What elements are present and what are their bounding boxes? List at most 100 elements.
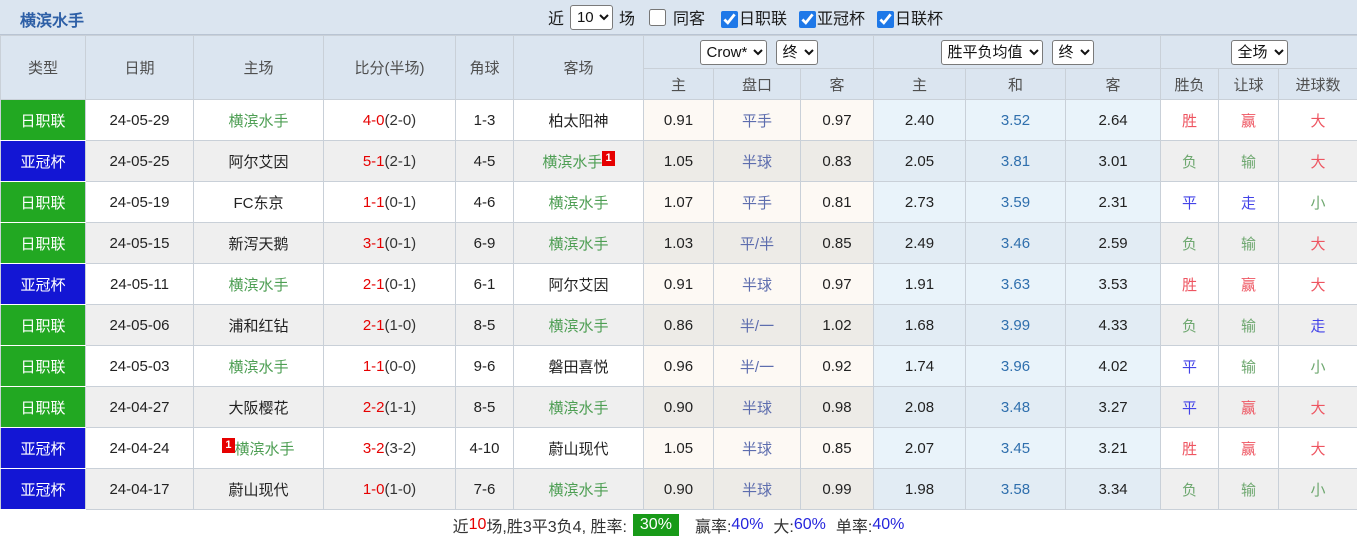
team-name[interactable]: 横滨水手 bbox=[235, 441, 295, 458]
halftime-score: (0-0) bbox=[385, 358, 417, 375]
handicap-result-cell: 赢 bbox=[1219, 387, 1279, 428]
team-name[interactable]: 磐田喜悦 bbox=[548, 359, 608, 376]
league-filter-checkbox[interactable] bbox=[877, 11, 894, 28]
odds-away-cell: 0.98 bbox=[801, 387, 874, 428]
goals-result-cell: 小 bbox=[1279, 469, 1357, 510]
home-team-cell: 大阪樱花 bbox=[194, 387, 324, 428]
score-cell: 2-2(1-1) bbox=[324, 387, 456, 428]
fulltime-score: 2-1 bbox=[363, 317, 385, 334]
avg-draw-cell: 3.99 bbox=[966, 305, 1066, 346]
odds-away-cell: 0.92 bbox=[801, 346, 874, 387]
odds-handicap-cell: 半球 bbox=[714, 428, 801, 469]
result-cell: 胜 bbox=[1161, 428, 1219, 469]
team-name[interactable]: 横滨水手 bbox=[228, 113, 288, 130]
result-group-header: 全场 bbox=[1161, 36, 1357, 69]
odds-time-select[interactable]: 终 bbox=[776, 40, 818, 65]
team-name[interactable]: 阿尔艾因 bbox=[548, 277, 608, 294]
league-type-cell: 日职联 bbox=[1, 223, 86, 264]
recent-count-select[interactable]: 10 bbox=[570, 5, 613, 30]
odds-handicap-cell: 平手 bbox=[714, 100, 801, 141]
page-title: 横滨水手 bbox=[20, 7, 84, 31]
date-cell: 24-05-11 bbox=[86, 264, 194, 305]
home-team-cell: 浦和红钻 bbox=[194, 305, 324, 346]
team-name[interactable]: 横滨水手 bbox=[542, 154, 602, 171]
team-name[interactable]: 横滨水手 bbox=[228, 359, 288, 376]
team-name[interactable]: 大阪樱花 bbox=[228, 400, 288, 417]
away-team-cell: 横滨水手 bbox=[514, 305, 644, 346]
away-team-cell: 横滨水手 bbox=[514, 469, 644, 510]
col-header-goals-result: 进球数 bbox=[1279, 69, 1357, 100]
team-name[interactable]: 横滨水手 bbox=[548, 482, 608, 499]
fulltime-score: 1-0 bbox=[363, 481, 385, 498]
league-filter-checkbox[interactable] bbox=[799, 11, 816, 28]
result-cell: 胜 bbox=[1161, 264, 1219, 305]
avg-draw-cell: 3.63 bbox=[966, 264, 1066, 305]
handicap-result-cell: 输 bbox=[1219, 141, 1279, 182]
avg-away-cell: 4.02 bbox=[1066, 346, 1161, 387]
col-header-handicap-result: 让球 bbox=[1219, 69, 1279, 100]
team-name[interactable]: 横滨水手 bbox=[548, 400, 608, 417]
team-name[interactable]: FC东京 bbox=[234, 195, 284, 212]
league-filter-checkbox[interactable] bbox=[721, 11, 738, 28]
odds-away-cell: 0.85 bbox=[801, 223, 874, 264]
halftime-score: (2-0) bbox=[385, 112, 417, 129]
summary-prefix: 近 bbox=[453, 513, 469, 537]
handicap-value: 半球 bbox=[742, 277, 772, 294]
avg-home-cell: 2.40 bbox=[874, 100, 966, 141]
team-name[interactable]: 蔚山现代 bbox=[228, 482, 288, 499]
handicap-value: 半球 bbox=[742, 154, 772, 171]
avg-time-select[interactable]: 终 bbox=[1052, 40, 1094, 65]
league-filters: 日职联亚冠杯日联杯 bbox=[709, 5, 943, 29]
team-name[interactable]: 横滨水手 bbox=[548, 318, 608, 335]
handicap-value: 半球 bbox=[742, 400, 772, 417]
odds-away-cell: 1.02 bbox=[801, 305, 874, 346]
col-header-date: 日期 bbox=[86, 36, 194, 100]
odds-home-cell: 0.90 bbox=[644, 387, 714, 428]
odds-company-select[interactable]: Crow* bbox=[700, 40, 767, 65]
team-name[interactable]: 横滨水手 bbox=[228, 277, 288, 294]
date-cell: 24-05-03 bbox=[86, 346, 194, 387]
halftime-score: (2-1) bbox=[385, 153, 417, 170]
col-header-score: 比分(半场) bbox=[324, 36, 456, 100]
col-header-odds-away: 客 bbox=[801, 69, 874, 100]
score-cell: 5-1(2-1) bbox=[324, 141, 456, 182]
date-cell: 24-04-17 bbox=[86, 469, 194, 510]
result-cell: 胜 bbox=[1161, 100, 1219, 141]
summary-mid: 场,胜3平3负4, 胜率: bbox=[486, 513, 626, 537]
corners-cell: 7-6 bbox=[456, 469, 514, 510]
result-cell: 负 bbox=[1161, 223, 1219, 264]
odds-away-cell: 0.81 bbox=[801, 182, 874, 223]
team-name[interactable]: 蔚山现代 bbox=[548, 441, 608, 458]
team-name[interactable]: 新泻天鹅 bbox=[228, 236, 288, 253]
away-team-cell: 蔚山现代 bbox=[514, 428, 644, 469]
corners-cell: 1-3 bbox=[456, 100, 514, 141]
avg-draw-cell: 3.46 bbox=[966, 223, 1066, 264]
team-name[interactable]: 柏太阳神 bbox=[548, 113, 608, 130]
goals-result-cell: 大 bbox=[1279, 100, 1357, 141]
odds-home-cell: 1.03 bbox=[644, 223, 714, 264]
score-cell: 1-1(0-0) bbox=[324, 346, 456, 387]
avg-away-cell: 2.64 bbox=[1066, 100, 1161, 141]
avg-draw-cell: 3.48 bbox=[966, 387, 1066, 428]
league-type-cell: 日职联 bbox=[1, 100, 86, 141]
halftime-score: (0-1) bbox=[385, 194, 417, 211]
team-name[interactable]: 浦和红钻 bbox=[228, 318, 288, 335]
handicap-value: 平/半 bbox=[740, 236, 774, 253]
odds-handicap-cell: 平/半 bbox=[714, 223, 801, 264]
summary-part-value: 40% bbox=[872, 516, 904, 534]
odds-away-cell: 0.83 bbox=[801, 141, 874, 182]
same-venue-checkbox[interactable] bbox=[649, 9, 666, 26]
period-select[interactable]: 全场 bbox=[1231, 40, 1288, 65]
avg-away-cell: 3.53 bbox=[1066, 264, 1161, 305]
odds-home-cell: 1.05 bbox=[644, 141, 714, 182]
score-cell: 3-2(3-2) bbox=[324, 428, 456, 469]
avg-type-select[interactable]: 胜平负均值 bbox=[941, 40, 1043, 65]
league-type-cell: 日职联 bbox=[1, 305, 86, 346]
team-name[interactable]: 横滨水手 bbox=[548, 195, 608, 212]
team-name[interactable]: 横滨水手 bbox=[548, 236, 608, 253]
recent-label: 近 bbox=[548, 5, 564, 29]
team-name[interactable]: 阿尔艾因 bbox=[228, 154, 288, 171]
